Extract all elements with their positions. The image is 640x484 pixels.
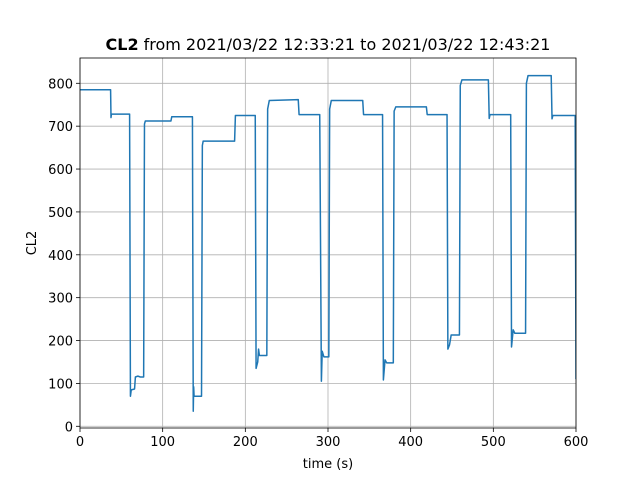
x-axis-label: time (s) xyxy=(303,457,353,472)
x-tick-label: 0 xyxy=(76,435,84,450)
x-tick-label: 600 xyxy=(564,435,589,450)
y-tick-label: 100 xyxy=(48,377,73,392)
y-tick-label: 500 xyxy=(48,206,73,221)
plot-frame xyxy=(79,57,577,429)
y-axis-label: CL2 xyxy=(25,231,40,256)
chart-title: CL2 from 2021/03/22 12:33:21 to 2021/03/2… xyxy=(106,35,551,54)
y-tick-label: 200 xyxy=(48,335,73,350)
x-tick-label: 400 xyxy=(398,435,423,450)
y-tick-label: 800 xyxy=(48,77,73,92)
data-line xyxy=(80,74,576,413)
y-tick-label: 300 xyxy=(48,292,73,307)
y-tick-label: 600 xyxy=(48,163,73,178)
x-tick-label: 100 xyxy=(150,435,175,450)
title-bold: CL2 xyxy=(106,35,139,54)
x-tick-label: 500 xyxy=(481,435,506,450)
x-tick-label: 300 xyxy=(316,435,341,450)
x-tick-label: 200 xyxy=(233,435,258,450)
y-tick-label: 700 xyxy=(48,120,73,135)
title-text: from 2021/03/22 12:33:21 to 2021/03/22 1… xyxy=(144,35,551,54)
y-tick-label: 400 xyxy=(48,249,73,264)
y-tick-label: 0 xyxy=(65,420,73,435)
